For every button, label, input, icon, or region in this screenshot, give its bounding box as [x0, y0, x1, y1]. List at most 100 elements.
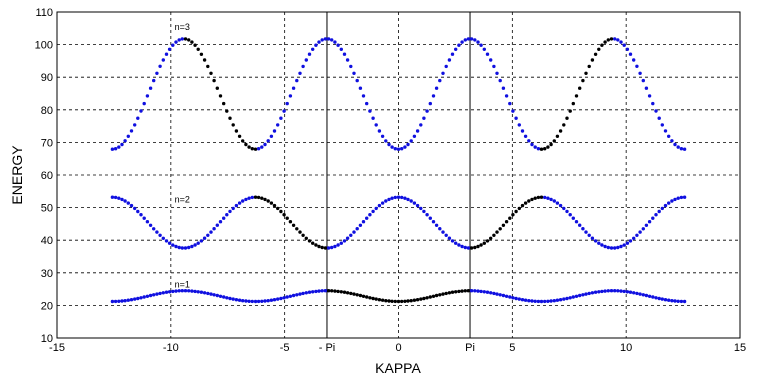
data-point — [237, 201, 242, 205]
data-point — [333, 244, 337, 249]
data-point — [415, 298, 420, 302]
data-point — [543, 195, 547, 200]
data-point — [206, 291, 210, 296]
series-n=3 — [110, 37, 687, 151]
data-point — [371, 116, 375, 120]
data-point — [228, 296, 232, 301]
data-point — [393, 299, 397, 304]
data-point — [403, 299, 407, 303]
data-point — [469, 37, 474, 41]
data-point — [202, 236, 207, 240]
data-point — [514, 209, 518, 214]
data-point — [489, 291, 493, 295]
data-point — [558, 129, 563, 133]
data-point — [606, 38, 610, 42]
data-point — [625, 241, 630, 245]
data-point — [352, 71, 356, 76]
data-point — [409, 139, 413, 143]
data-point — [504, 294, 509, 298]
data-point — [276, 123, 280, 127]
data-point — [288, 294, 293, 298]
data-point — [527, 199, 531, 203]
data-point — [434, 86, 439, 90]
data-point — [663, 129, 668, 133]
data-point — [218, 294, 223, 298]
data-point — [565, 209, 569, 214]
data-point — [419, 206, 423, 211]
x-tick-label: 5 — [509, 342, 515, 354]
data-point — [495, 230, 499, 234]
data-point — [126, 201, 130, 205]
data-point — [339, 47, 343, 51]
data-point — [670, 139, 674, 143]
data-point — [155, 230, 159, 234]
y-tick-label: 80 — [41, 105, 53, 117]
data-point — [441, 292, 445, 296]
y-axis-title: ENERGY — [9, 145, 25, 205]
plot-frame — [56, 11, 741, 339]
data-point — [279, 209, 283, 214]
data-point — [244, 142, 248, 147]
data-point — [489, 58, 493, 62]
data-point — [113, 147, 118, 151]
data-point — [644, 86, 649, 90]
data-point — [384, 299, 388, 303]
data-point — [485, 52, 490, 56]
data-point — [536, 299, 541, 304]
data-point — [578, 223, 582, 227]
data-point — [647, 220, 652, 224]
data-point — [164, 52, 169, 56]
data-point — [400, 299, 404, 304]
data-point — [304, 236, 308, 240]
data-point — [387, 197, 391, 202]
data-point — [142, 295, 146, 299]
data-point — [415, 203, 420, 208]
data-point — [377, 298, 382, 302]
data-point — [422, 116, 426, 120]
data-point — [419, 297, 423, 301]
data-point — [457, 289, 461, 294]
data-point — [380, 201, 385, 205]
data-point — [187, 245, 191, 250]
data-point — [508, 216, 512, 220]
data-point — [609, 289, 614, 293]
data-point — [543, 147, 547, 151]
data-point — [126, 134, 130, 138]
data-point — [441, 71, 445, 76]
data-point — [285, 216, 289, 220]
data-point — [123, 199, 127, 203]
data-point — [155, 71, 159, 76]
data-point — [307, 52, 312, 56]
data-point — [349, 291, 353, 296]
data-point — [193, 289, 197, 294]
data-point — [568, 213, 572, 217]
data-point — [628, 290, 633, 294]
data-point — [266, 139, 270, 143]
data-point — [578, 293, 582, 298]
data-point — [133, 206, 137, 211]
data-point — [374, 206, 378, 211]
data-point — [584, 292, 588, 296]
data-point — [654, 296, 658, 300]
data-point — [326, 246, 331, 250]
data-point — [365, 295, 369, 299]
data-point — [222, 216, 226, 220]
data-point — [396, 195, 401, 199]
data-point — [409, 299, 413, 303]
data-point — [457, 43, 461, 47]
data-point — [183, 289, 188, 293]
data-point — [234, 298, 239, 302]
data-point — [571, 216, 575, 220]
data-point — [539, 299, 544, 304]
data-point — [177, 245, 181, 250]
data-point — [260, 299, 264, 303]
data-point — [152, 78, 156, 83]
data-point — [609, 37, 614, 41]
data-point — [679, 299, 684, 304]
data-point — [247, 196, 251, 200]
data-point — [117, 196, 121, 200]
data-point — [581, 293, 585, 297]
data-point — [110, 147, 115, 151]
data-point — [342, 239, 347, 243]
data-point — [603, 289, 607, 293]
